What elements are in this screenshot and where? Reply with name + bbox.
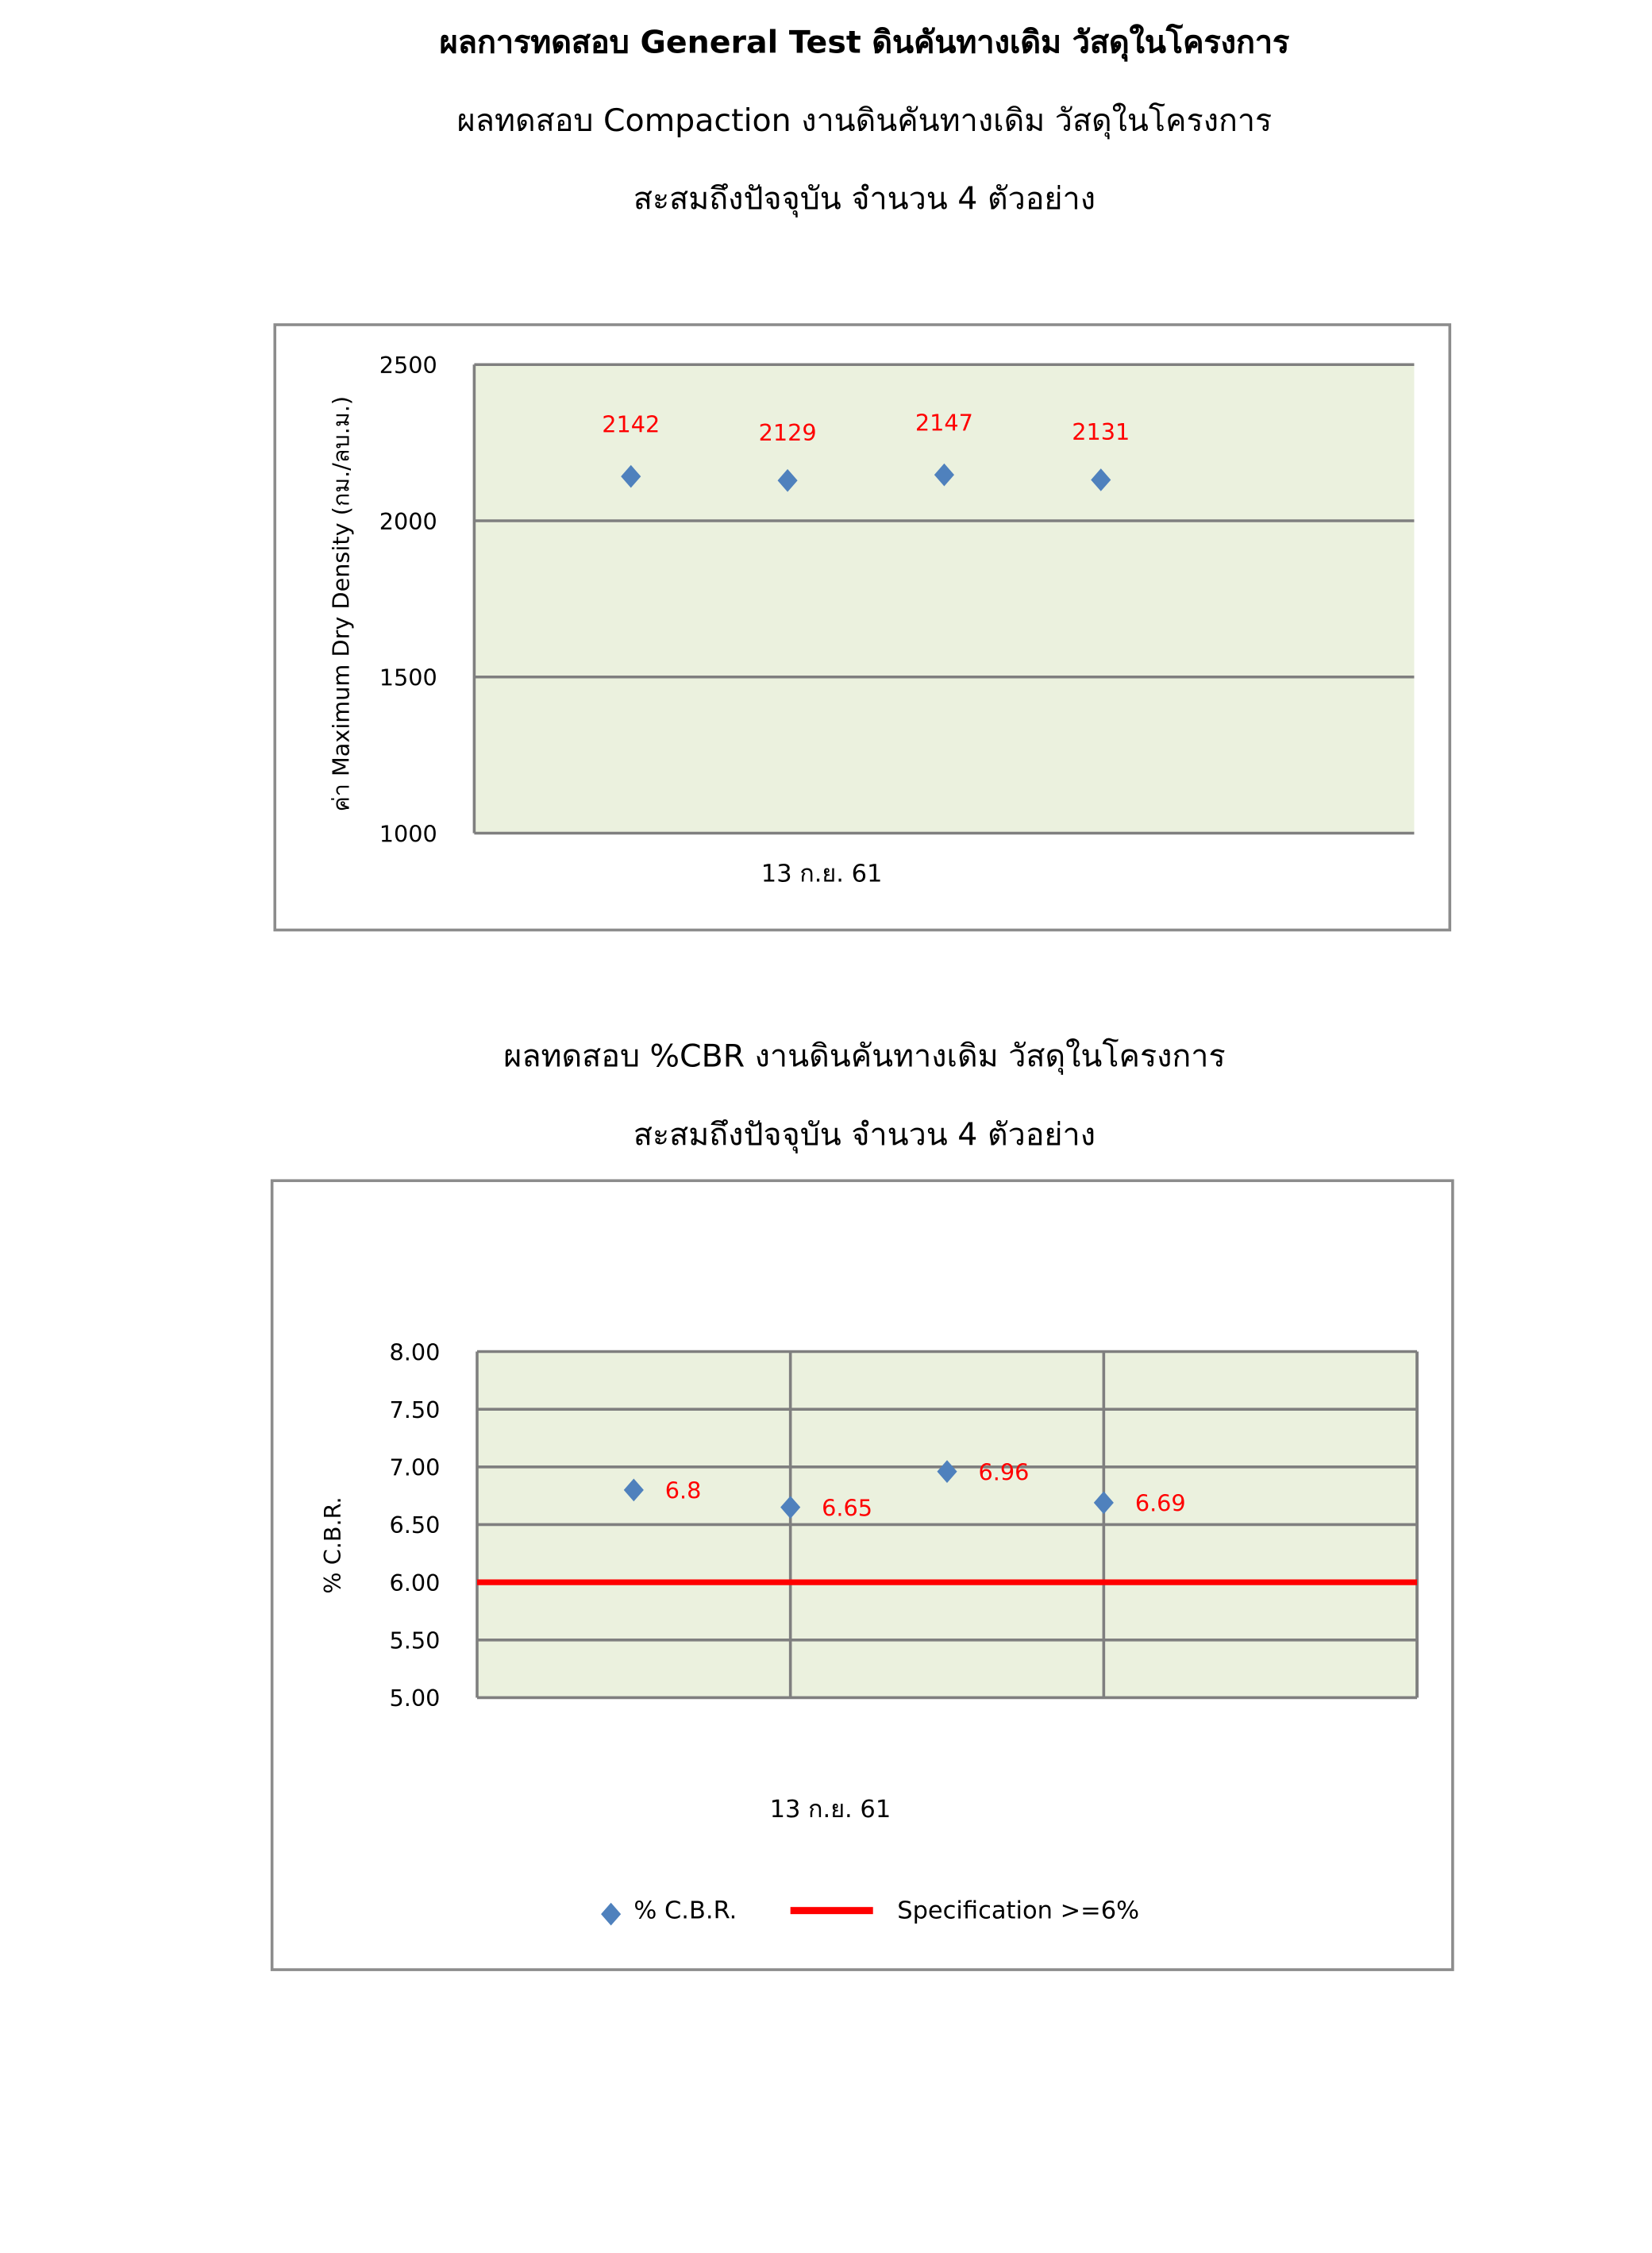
data-point xyxy=(621,464,641,488)
data-label: 2142 xyxy=(602,411,660,438)
data-label: 2131 xyxy=(1072,418,1130,445)
data-label: 6.65 xyxy=(822,1494,872,1521)
data-label: 6.69 xyxy=(1135,1490,1186,1517)
y-tick-label: 8.00 xyxy=(389,1338,440,1365)
data-point xyxy=(780,1496,801,1519)
compaction-chart: 2500 2000 1500 1000 ค่า Maximum Dry Density… xyxy=(273,323,1452,932)
y-axis-label: ค่า Maximum Dry Density (กม./ลบ.ม.) xyxy=(328,396,355,811)
y-tick-label: 7.50 xyxy=(389,1396,440,1423)
plot-area xyxy=(474,364,1415,834)
legend: % C.B.R. Specification >=6% xyxy=(601,1897,1139,1926)
cbr-chart: 8.00 7.50 7.00 6.50 6.00 5.50 5.00 % C.B.R. 13… xyxy=(270,1179,1454,1971)
y-tick-label: 6.50 xyxy=(389,1512,440,1539)
y-tick-label: 1500 xyxy=(379,664,437,691)
x-axis-label: 13 ก.ย. 61 xyxy=(761,860,883,888)
data-label: 2129 xyxy=(759,419,817,446)
y-tick-label: 6.00 xyxy=(389,1569,440,1596)
y-tick-label: 7.00 xyxy=(389,1454,440,1481)
data-label: 6.96 xyxy=(978,1458,1029,1485)
compaction-title: ผลทดสอบ Compaction งานดินคันทางเดิม วัสด… xyxy=(456,103,1273,140)
y-tick-label: 5.00 xyxy=(389,1685,440,1712)
data-point xyxy=(623,1478,644,1502)
main-title: ผลการทดสอบ General Test ดินคันทางเดิม วั… xyxy=(439,25,1290,62)
x-axis-label: 13 ก.ย. 61 xyxy=(770,1796,891,1824)
legend-label-spec: Specification >=6% xyxy=(897,1897,1139,1925)
y-tick-label: 2500 xyxy=(379,352,437,379)
data-point xyxy=(1093,1491,1114,1515)
y-tick-label: 5.50 xyxy=(389,1627,440,1654)
compaction-subtitle: สะสมถึงปัจจุบัน จำนวน 4 ตัวอย่าง xyxy=(633,182,1096,218)
cbr-title: ผลทดสอบ %CBR งานดินคันทางเดิม วัสดุในโคร… xyxy=(503,1039,1226,1076)
cbr-subtitle: สะสมถึงปัจจุบัน จำนวน 4 ตัวอย่าง xyxy=(633,1118,1096,1154)
y-axis-label: % C.B.R. xyxy=(319,1496,346,1593)
legend-marker-spec xyxy=(790,1907,873,1915)
y-tick-label: 1000 xyxy=(379,820,437,847)
legend-label-cbr: % C.B.R. xyxy=(633,1897,737,1925)
y-tick-label: 2000 xyxy=(379,508,437,535)
data-label: 6.8 xyxy=(665,1477,702,1504)
data-label: 2147 xyxy=(915,410,973,437)
